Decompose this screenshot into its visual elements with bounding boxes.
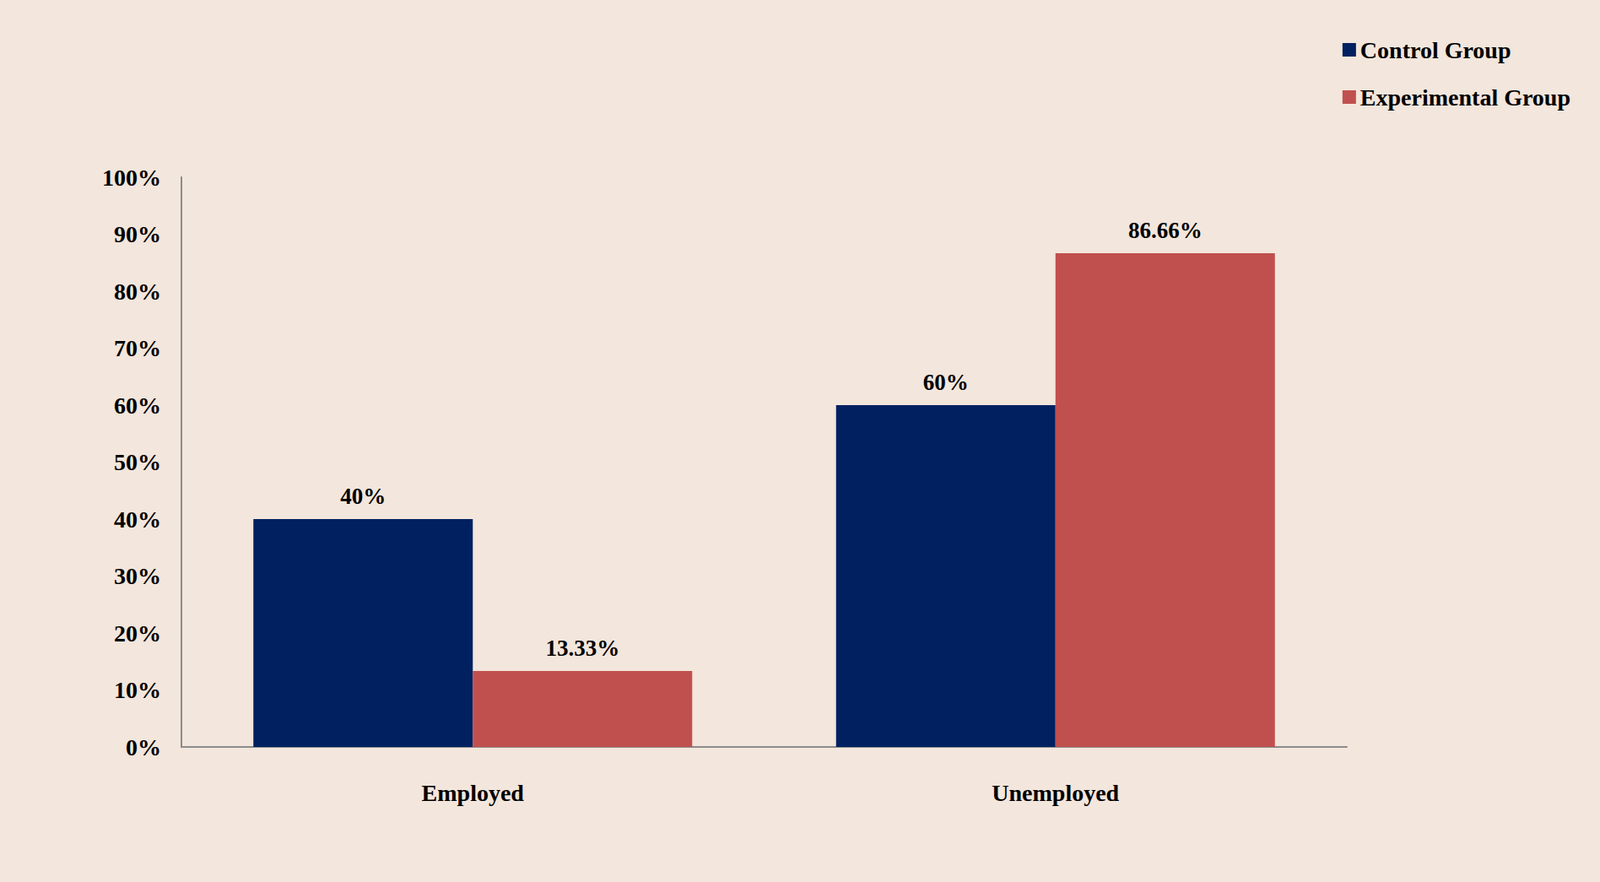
svg-text:86.66%: 86.66% [1128,217,1203,244]
svg-text:30%: 30% [113,562,162,590]
svg-text:40%: 40% [113,506,162,533]
svg-text:50%: 50% [113,448,162,476]
svg-text:40%: 40% [340,483,386,509]
svg-text:Employed: Employed [421,779,525,806]
svg-text:70%: 70% [113,335,162,362]
svg-text:60%: 60% [923,369,969,395]
svg-text:0%: 0% [125,734,162,761]
svg-text:Experimental Group: Experimental Group [1360,84,1571,111]
svg-text:60%: 60% [113,392,162,419]
svg-text:80%: 80% [113,278,162,305]
svg-text:Control Group: Control Group [1360,37,1512,64]
svg-text:13.33%: 13.33% [545,635,620,661]
svg-text:10%: 10% [113,676,162,703]
svg-text:100%: 100% [102,164,162,191]
svg-text:90%: 90% [113,221,162,248]
svg-text:Unemployed: Unemployed [991,779,1119,806]
svg-text:20%: 20% [113,620,162,647]
